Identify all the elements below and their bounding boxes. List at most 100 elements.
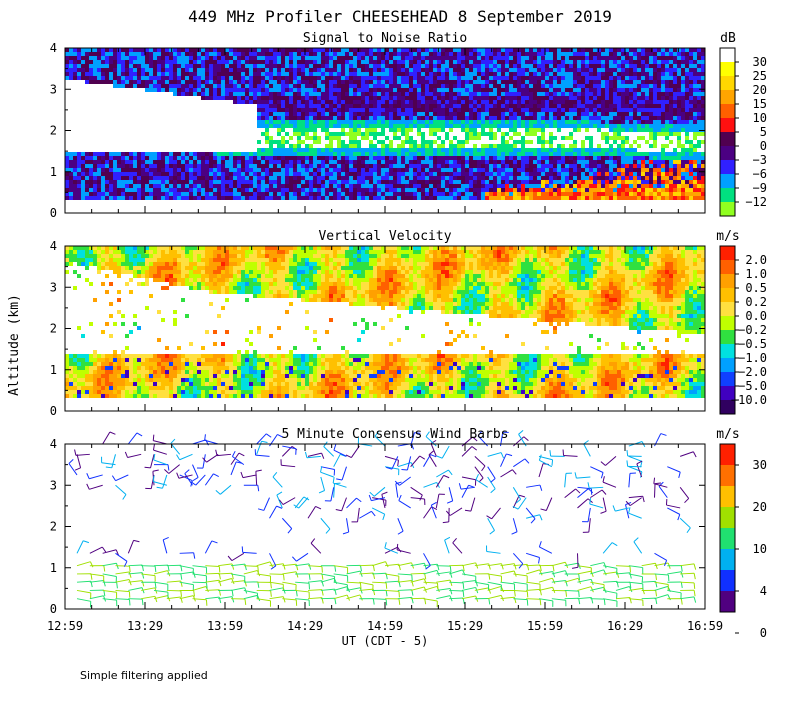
snr-cell xyxy=(573,68,577,72)
snr-cell xyxy=(121,80,125,84)
snr-cell xyxy=(469,152,473,156)
snr-cell xyxy=(189,48,193,52)
snr-cell xyxy=(417,88,421,92)
snr-cell xyxy=(165,116,169,120)
snr-cell xyxy=(317,112,321,116)
snr-cell xyxy=(361,176,365,180)
snr-cell xyxy=(261,52,265,56)
snr-cell xyxy=(157,192,161,196)
snr-cell xyxy=(433,148,437,152)
snr-cell xyxy=(545,152,549,156)
snr-cell xyxy=(441,148,445,152)
snr-cell xyxy=(141,104,145,108)
snr-cell xyxy=(145,184,149,188)
snr-cell xyxy=(533,120,537,124)
snr-cell xyxy=(317,196,321,200)
snr-cell xyxy=(141,100,145,104)
snr-cell xyxy=(501,196,505,200)
snr-cell xyxy=(273,120,277,124)
snr-cell xyxy=(173,160,177,164)
snr-cell xyxy=(261,164,265,168)
snr-cell xyxy=(449,116,453,120)
snr-cell xyxy=(189,72,193,76)
snr-cell xyxy=(465,96,469,100)
snr-cell xyxy=(201,80,205,84)
snr-cell xyxy=(381,128,385,132)
snr-cell xyxy=(445,140,449,144)
snr-cell xyxy=(93,104,97,108)
snr-cell xyxy=(485,92,489,96)
snr-cell xyxy=(81,120,85,124)
snr-cell xyxy=(325,192,329,196)
snr-cell xyxy=(501,76,505,80)
snr-cell xyxy=(389,80,393,84)
snr-cell xyxy=(289,100,293,104)
snr-cell xyxy=(333,192,337,196)
snr-cell xyxy=(525,184,529,188)
snr-cell xyxy=(501,140,505,144)
snr-cell xyxy=(473,148,477,152)
snr-cell xyxy=(121,96,125,100)
snr-cell xyxy=(401,52,405,56)
snr-cell xyxy=(377,164,381,168)
snr-cell xyxy=(381,180,385,184)
snr-cell xyxy=(249,108,253,112)
snr-cell xyxy=(453,68,457,72)
snr-cell xyxy=(397,188,401,192)
snr-cell xyxy=(309,168,313,172)
snr-cell xyxy=(105,64,109,68)
snr-cell xyxy=(161,48,165,52)
snr-cell xyxy=(233,148,237,152)
snr-cell xyxy=(405,136,409,140)
snr-cell xyxy=(105,104,109,108)
snr-cell xyxy=(425,156,429,160)
snr-cell xyxy=(125,92,129,96)
snr-cell xyxy=(165,96,169,100)
snr-cell xyxy=(333,124,337,128)
snr-cell xyxy=(349,124,353,128)
snr-cell xyxy=(281,152,285,156)
snr-cell xyxy=(465,88,469,92)
snr-cell xyxy=(549,60,553,64)
snr-cell xyxy=(361,140,365,144)
snr-cell xyxy=(253,56,257,60)
snr-cell xyxy=(221,64,225,68)
snr-cell xyxy=(529,76,533,80)
snr-cell xyxy=(361,196,365,200)
snr-cell xyxy=(273,56,277,60)
snr-cell xyxy=(241,116,245,120)
snr-cell xyxy=(257,76,261,80)
snr-cell xyxy=(73,56,77,60)
snr-cell xyxy=(461,188,465,192)
snr-cell xyxy=(449,52,453,56)
snr-cell xyxy=(381,192,385,196)
snr-cell xyxy=(249,52,253,56)
snr-cell xyxy=(277,196,281,200)
snr-cell xyxy=(293,64,297,68)
snr-cell xyxy=(517,48,521,52)
snr-cell xyxy=(437,52,441,56)
snr-cell xyxy=(577,100,581,104)
snr-cell xyxy=(465,100,469,104)
snr-cell xyxy=(493,92,497,96)
snr-cell xyxy=(145,140,149,144)
snr-cell xyxy=(505,96,509,100)
snr-cell xyxy=(145,112,149,116)
snr-cell xyxy=(373,84,377,88)
snr-cell xyxy=(233,48,237,52)
snr-cell xyxy=(445,88,449,92)
snr-cell xyxy=(577,104,581,108)
snr-cell xyxy=(281,132,285,136)
snr-cell xyxy=(481,48,485,52)
snr-cell xyxy=(189,76,193,80)
snr-cell xyxy=(89,164,93,168)
snr-cell xyxy=(449,168,453,172)
snr-cell xyxy=(237,128,241,132)
snr-cell xyxy=(449,60,453,64)
snr-cell xyxy=(81,168,85,172)
snr-cell xyxy=(129,112,133,116)
snr-cell xyxy=(453,76,457,80)
snr-cell xyxy=(145,188,149,192)
snr-cell xyxy=(233,64,237,68)
snr-cell xyxy=(373,196,377,200)
